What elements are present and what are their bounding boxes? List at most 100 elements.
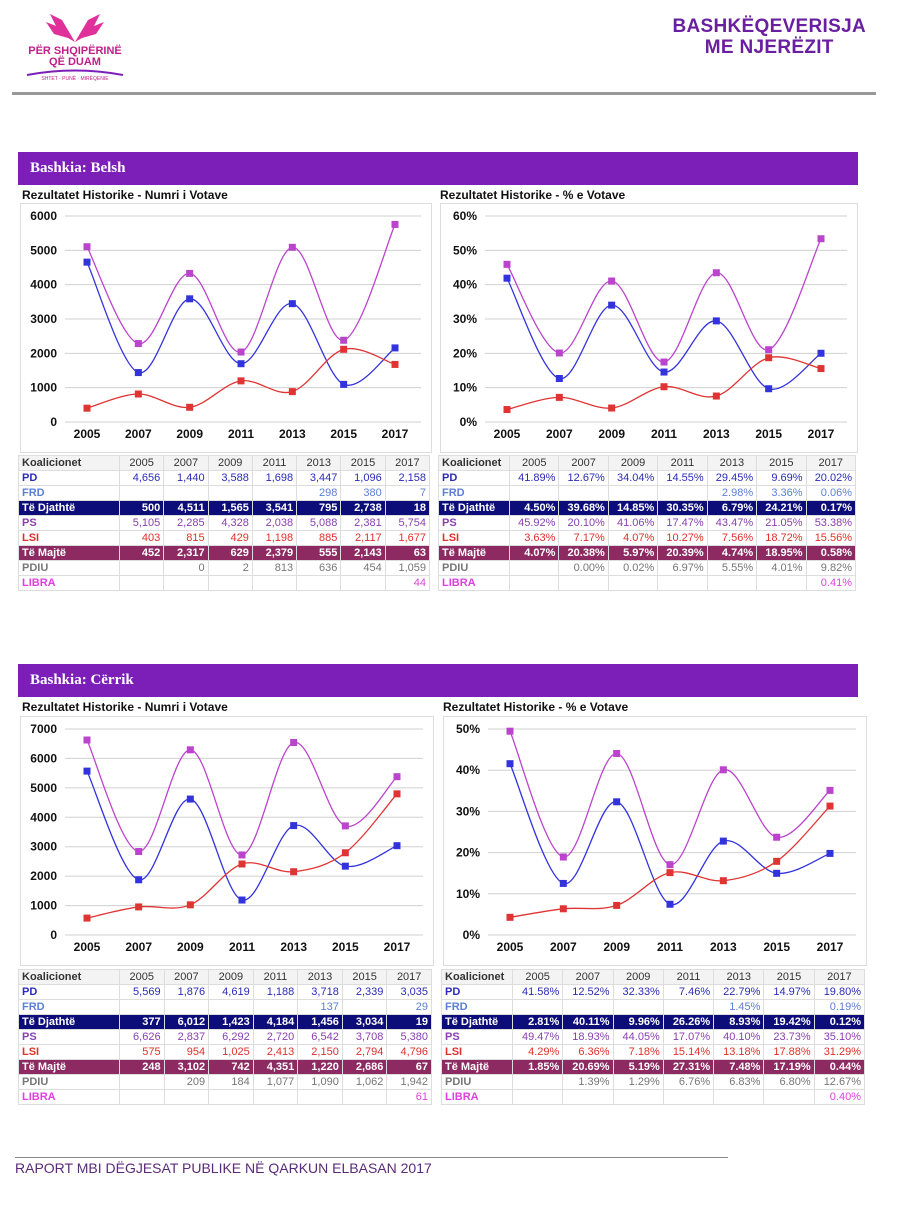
table-row: FRD 298 380 7: [18, 485, 431, 501]
table-cell: 15.56%: [805, 530, 857, 546]
table-cell: [118, 575, 165, 591]
table-cell: 1,456: [297, 1014, 343, 1030]
table-cell: [163, 999, 210, 1015]
table-cell: 2,794: [341, 1044, 388, 1060]
table-cell: [207, 575, 253, 591]
table-cell: 3.36%: [756, 485, 807, 501]
party-label: PS: [18, 1029, 120, 1045]
x-tick-label: 2007: [125, 427, 152, 441]
table-cell: 2,117: [340, 530, 386, 546]
column-header: 2007: [163, 969, 210, 985]
party-label: LIBRA: [18, 575, 120, 591]
table-cell: 26.26%: [662, 1014, 715, 1030]
party-label: FRD: [18, 485, 120, 501]
table-cell: [118, 560, 165, 576]
table-cell: 2.98%: [706, 485, 758, 501]
table-row: FRD 137 29: [18, 999, 432, 1015]
table-cell: 27.31%: [662, 1059, 715, 1075]
table-cell: 5.19%: [612, 1059, 664, 1075]
table-row: LSI 4.29% 6.36% 7.18% 15.14% 13.18% 17.88% 31.2…: [441, 1044, 866, 1060]
table-header-row: Koalicionet 2005 2007 2009 2011 2013 2015 2017: [438, 455, 857, 471]
x-tick-label: 2011: [228, 427, 254, 441]
table-cell: 0.19%: [813, 999, 866, 1015]
table-cell: 14.85%: [607, 500, 659, 516]
x-tick-label: 2015: [763, 940, 790, 954]
chart-svg: 0 1000 2000 3000 4000 5000 6000 7000 2005 2007 200…: [30, 722, 423, 954]
y-tick-label: 10%: [453, 381, 477, 395]
table-row: PD 4,656 1,440 3,588 1,698 3,447 1,096 2,158: [18, 470, 431, 486]
series-line-ps: [86, 739, 398, 856]
data-point-lsi: [340, 345, 348, 353]
data-point-pd: [613, 798, 621, 806]
brand-line-2: ME NJERËZIT: [704, 37, 834, 58]
table-cell: [340, 575, 386, 591]
table-cell: 13.18%: [713, 1044, 765, 1060]
table-cell: 18.93%: [562, 1029, 614, 1045]
table-cell: 2,686: [341, 1059, 388, 1075]
chart-svg: 0% 10% 20% 30% 40% 50% 2005 2007 2009 2011 2013 201…: [456, 722, 856, 954]
party-label: LSI: [441, 1044, 513, 1060]
table-cell: 0.06%: [805, 485, 857, 501]
table-cell: 9.96%: [612, 1014, 664, 1030]
table-cell: 1,440: [163, 470, 209, 486]
data-point-lsi: [666, 869, 674, 877]
brand-title: BASHKËQEVERISJA ME NJERËZIT: [673, 16, 867, 58]
table-cell: 12.52%: [562, 984, 614, 1000]
column-header: 2005: [119, 969, 165, 985]
x-tick-label: 2015: [755, 427, 782, 441]
table-cell: 4,328: [207, 515, 253, 531]
footer-divider: [15, 1157, 728, 1158]
data-point-ps: [666, 861, 674, 869]
table-cell: 6,626: [119, 1029, 165, 1045]
table-cell: 452: [118, 545, 165, 561]
table-cell: 636: [296, 560, 342, 576]
table-cell: [607, 485, 659, 501]
table-cell: 0.41%: [805, 575, 857, 591]
table-cell: 2,158: [384, 470, 431, 486]
y-tick-label: 7000: [30, 722, 57, 736]
table-cell: 2,837: [163, 1029, 210, 1045]
table-cell: 18.95%: [756, 545, 807, 561]
table-cell: 629: [207, 545, 253, 561]
column-header-koalicionet: Koalicionet: [441, 969, 513, 985]
column-header: 2011: [251, 455, 298, 471]
eagle-logo-icon: [46, 14, 104, 42]
data-point-pd: [817, 349, 825, 357]
data-point-ps: [83, 736, 91, 744]
table-cell: [763, 999, 815, 1015]
table-cell: 5.55%: [706, 560, 758, 576]
data-point-lsi: [719, 877, 727, 885]
table-cell: 795: [296, 500, 342, 516]
table-cell: 1,077: [252, 1074, 299, 1090]
party-label: FRD: [441, 999, 513, 1015]
table-cell: 20.38%: [558, 545, 609, 561]
table-cell: 0.17%: [805, 500, 857, 516]
table-cell: 44.05%: [612, 1029, 664, 1045]
table-cell: 2,150: [297, 1044, 343, 1060]
table-cell: 6.79%: [706, 500, 758, 516]
percent-chart-title: Rezultatet Historike - % e Votave: [443, 700, 629, 714]
data-point-pd: [340, 380, 348, 388]
table-cell: 20.39%: [657, 545, 708, 561]
table-cell: [511, 1074, 564, 1090]
table-cell: 17.19%: [763, 1059, 815, 1075]
table-row: PD 5,569 1,876 4,619 1,188 3,718 2,339 3,035: [18, 984, 432, 1000]
table-cell: 6.36%: [562, 1044, 614, 1060]
table-cell: 6.76%: [662, 1074, 715, 1090]
column-header: 2009: [607, 455, 659, 471]
table-cell: 2,720: [252, 1029, 299, 1045]
y-tick-label: 50%: [456, 722, 480, 736]
y-tick-label: 5000: [30, 243, 57, 257]
data-point-lsi: [83, 404, 91, 412]
party-label: PDIU: [18, 560, 120, 576]
table-row: LSI 575 954 1,025 2,413 2,150 2,794 4,796: [18, 1044, 432, 1060]
x-tick-label: 2007: [550, 940, 577, 954]
table-cell: 0.02%: [607, 560, 659, 576]
data-point-lsi: [712, 392, 720, 400]
table-cell: [163, 575, 209, 591]
data-point-ps: [83, 243, 91, 251]
results-table: Koalicionet 2005 2007 2009 2011 2013 2015 2017 P…: [441, 969, 866, 1105]
table-cell: [341, 1089, 388, 1105]
table-cell: 12.67%: [558, 470, 609, 486]
